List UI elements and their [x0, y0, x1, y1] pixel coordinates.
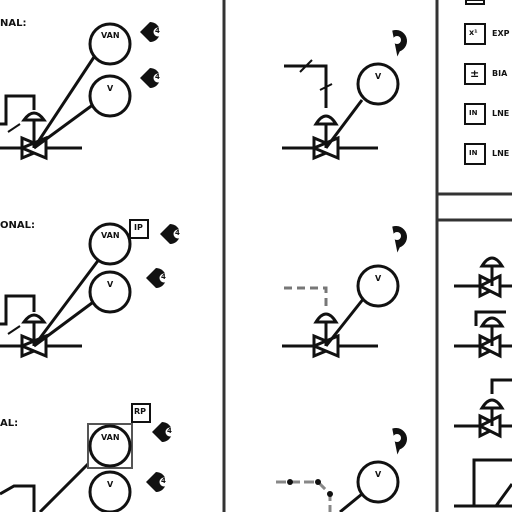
left-assembly-3 [0, 403, 151, 512]
legend-icon-text-3: IN [469, 109, 478, 117]
ip-box [129, 219, 149, 239]
legend-label-1: EXP [492, 29, 510, 38]
callout-number-5: 4 [167, 427, 172, 435]
callout-marker-4 [146, 268, 166, 288]
vent-tag-2: V [107, 280, 114, 289]
callout-marker-2 [140, 68, 160, 88]
left-assembly-1 [0, 22, 132, 161]
section-label-2: ONAL: [0, 220, 35, 231]
legend-icons [464, 0, 486, 165]
vent-tag-6: V [375, 470, 382, 479]
ip-box-label: IP [134, 223, 143, 232]
callout-markers [140, 22, 407, 492]
vent-tag-5: V [375, 274, 382, 283]
callout-number-6: 4 [161, 477, 166, 485]
callout-marker-1 [140, 22, 160, 42]
callout-marker-5 [152, 422, 172, 442]
legend-icon-text-2: ± [470, 67, 480, 80]
legend-icon-text-4: IN [469, 149, 478, 157]
rp-box [131, 403, 151, 423]
callout-number-2: 4 [155, 73, 160, 81]
section-label-1: NAL: [0, 18, 27, 29]
mid-assembly-1 [282, 59, 400, 161]
left-assembly-2 [0, 219, 149, 359]
callout-marker-3 [160, 224, 180, 244]
legend-label-3: LNE [492, 109, 510, 118]
callout-marker-6 [146, 472, 166, 492]
vent-tag-3: V [107, 480, 114, 489]
rp-box-label: RP [134, 407, 147, 416]
right-valve-symbols [454, 256, 512, 508]
vent-tag-4: V [375, 72, 382, 81]
mid-assembly-2 [280, 264, 400, 359]
legend-label-4: LNE [492, 149, 510, 158]
callout-number-3: 4 [175, 229, 180, 237]
section-label-3: AL: [0, 418, 19, 429]
valve-tag-1: VAN [101, 31, 120, 40]
callout-number-4: 4 [161, 273, 166, 281]
mid-assembly-3 [276, 460, 400, 512]
vent-tag-1: V [107, 84, 114, 93]
callout-number-1: 4 [155, 27, 160, 35]
legend-label-2: BIA [492, 69, 508, 78]
legend-icon-text-1: x¹ [469, 28, 478, 37]
valve-tag-2: VAN [101, 231, 120, 240]
valve-tag-3: VAN [101, 433, 120, 442]
